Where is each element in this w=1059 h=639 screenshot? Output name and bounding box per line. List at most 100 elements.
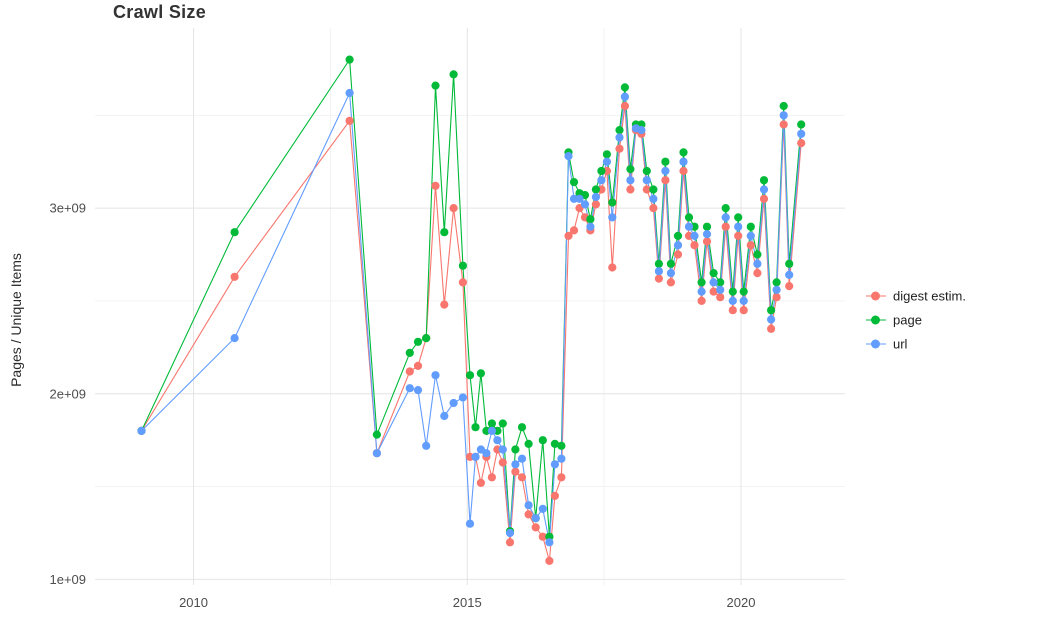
data-point-digest-estim: [753, 269, 762, 278]
data-point-url: [716, 285, 725, 294]
legend-key-page: [866, 313, 886, 327]
data-point-page: [673, 231, 683, 240]
data-point-digest-estim: [785, 282, 794, 291]
data-point-digest-estim: [734, 231, 743, 240]
legend-dot-icon: [871, 291, 880, 300]
data-point-url: [759, 185, 769, 194]
data-point-digest-estim: [642, 185, 651, 194]
data-point-digest-estim: [431, 181, 440, 190]
data-point-page: [797, 120, 806, 129]
data-point-url: [608, 213, 617, 222]
data-point-page: [679, 148, 688, 157]
y-tick-label: 1e+09: [49, 572, 86, 587]
y-tick-label: 2e+09: [49, 386, 86, 401]
data-point-digest-estim: [702, 237, 712, 246]
data-point-page: [602, 150, 612, 159]
data-point-url: [230, 334, 239, 343]
data-point-page: [746, 222, 755, 231]
legend-label-url: url: [893, 336, 908, 351]
data-point-digest-estim: [679, 166, 688, 176]
data-point-url: [538, 504, 547, 513]
data-point-digest-estim: [531, 523, 540, 532]
data-point-digest-estim: [505, 538, 515, 547]
data-point-url: [482, 449, 491, 458]
legend: digest estim. page url: [866, 288, 966, 351]
x-tick-label: 2010: [179, 595, 208, 610]
data-point-page: [431, 81, 440, 90]
data-point-digest-estim: [666, 278, 676, 287]
data-point-page: [702, 222, 712, 231]
data-point-page: [615, 126, 624, 135]
data-point-page: [649, 185, 658, 194]
data-point-url: [721, 213, 730, 222]
data-point-url: [615, 133, 624, 142]
data-point-page: [476, 369, 485, 378]
data-point-url: [372, 449, 381, 458]
data-point-digest-estim: [620, 101, 630, 111]
data-point-url: [666, 269, 676, 278]
data-point-url: [531, 514, 540, 523]
data-point-page: [684, 213, 694, 222]
data-point-digest-estim: [728, 306, 737, 315]
data-point-digest-estim: [772, 293, 781, 302]
data-point-url: [620, 92, 630, 101]
y-tick-label: 3e+09: [49, 201, 86, 216]
data-point-digest-estim: [413, 361, 423, 370]
data-point-page: [739, 287, 748, 296]
data-point-page: [471, 423, 480, 432]
data-point-digest-estim: [449, 204, 458, 213]
data-point-url: [739, 296, 748, 305]
data-point-digest-estim: [779, 120, 788, 129]
data-point-page: [767, 306, 776, 315]
data-point-url: [458, 393, 467, 402]
data-point-url: [422, 441, 431, 450]
data-point-page: [550, 439, 560, 448]
data-point-url: [471, 452, 480, 461]
data-point-page: [230, 228, 239, 237]
data-point-digest-estim: [550, 491, 560, 500]
data-point-digest-estim: [545, 556, 554, 566]
data-point-page: [626, 165, 635, 174]
legend-item-digest-estim: digest estim.: [866, 288, 966, 303]
data-point-digest-estim: [440, 300, 449, 309]
data-point-url: [591, 192, 601, 202]
data-point-page: [620, 83, 630, 92]
data-point-url: [498, 445, 507, 454]
data-point-digest-estim: [673, 250, 683, 259]
data-point-url: [511, 460, 520, 469]
data-point-page: [405, 348, 414, 357]
data-point-url: [661, 166, 670, 176]
data-point-url: [557, 454, 566, 463]
data-point-digest-estim: [458, 278, 467, 287]
data-point-digest-estim: [721, 222, 730, 231]
data-point-url: [405, 384, 414, 393]
data-point-url: [697, 287, 706, 296]
legend-dot-icon: [871, 339, 880, 348]
data-point-url: [465, 519, 475, 528]
data-point-digest-estim: [591, 200, 601, 209]
data-point-page: [779, 101, 788, 111]
data-point-digest-estim: [524, 510, 533, 519]
data-point-page: [511, 445, 520, 454]
x-tick-label: 2020: [727, 595, 756, 610]
data-point-page: [666, 259, 676, 268]
data-point-digest-estim: [626, 185, 635, 194]
data-point-page: [517, 423, 527, 432]
legend-dot-icon: [871, 315, 880, 324]
data-point-url: [413, 386, 423, 395]
data-point-url: [564, 152, 573, 161]
data-point-digest-estim: [557, 473, 566, 482]
data-point-page: [608, 198, 617, 207]
data-point-url: [345, 88, 354, 98]
data-point-url: [550, 460, 560, 469]
data-point-page: [372, 430, 381, 439]
data-point-url: [575, 194, 584, 203]
x-tick-label: 2015: [453, 595, 482, 610]
data-point-page: [458, 261, 467, 270]
data-point-url: [449, 398, 458, 408]
data-point-page: [661, 157, 670, 166]
legend-key-digest-estim: [866, 289, 886, 303]
data-point-digest-estim: [487, 473, 496, 482]
data-point-page: [557, 441, 566, 450]
